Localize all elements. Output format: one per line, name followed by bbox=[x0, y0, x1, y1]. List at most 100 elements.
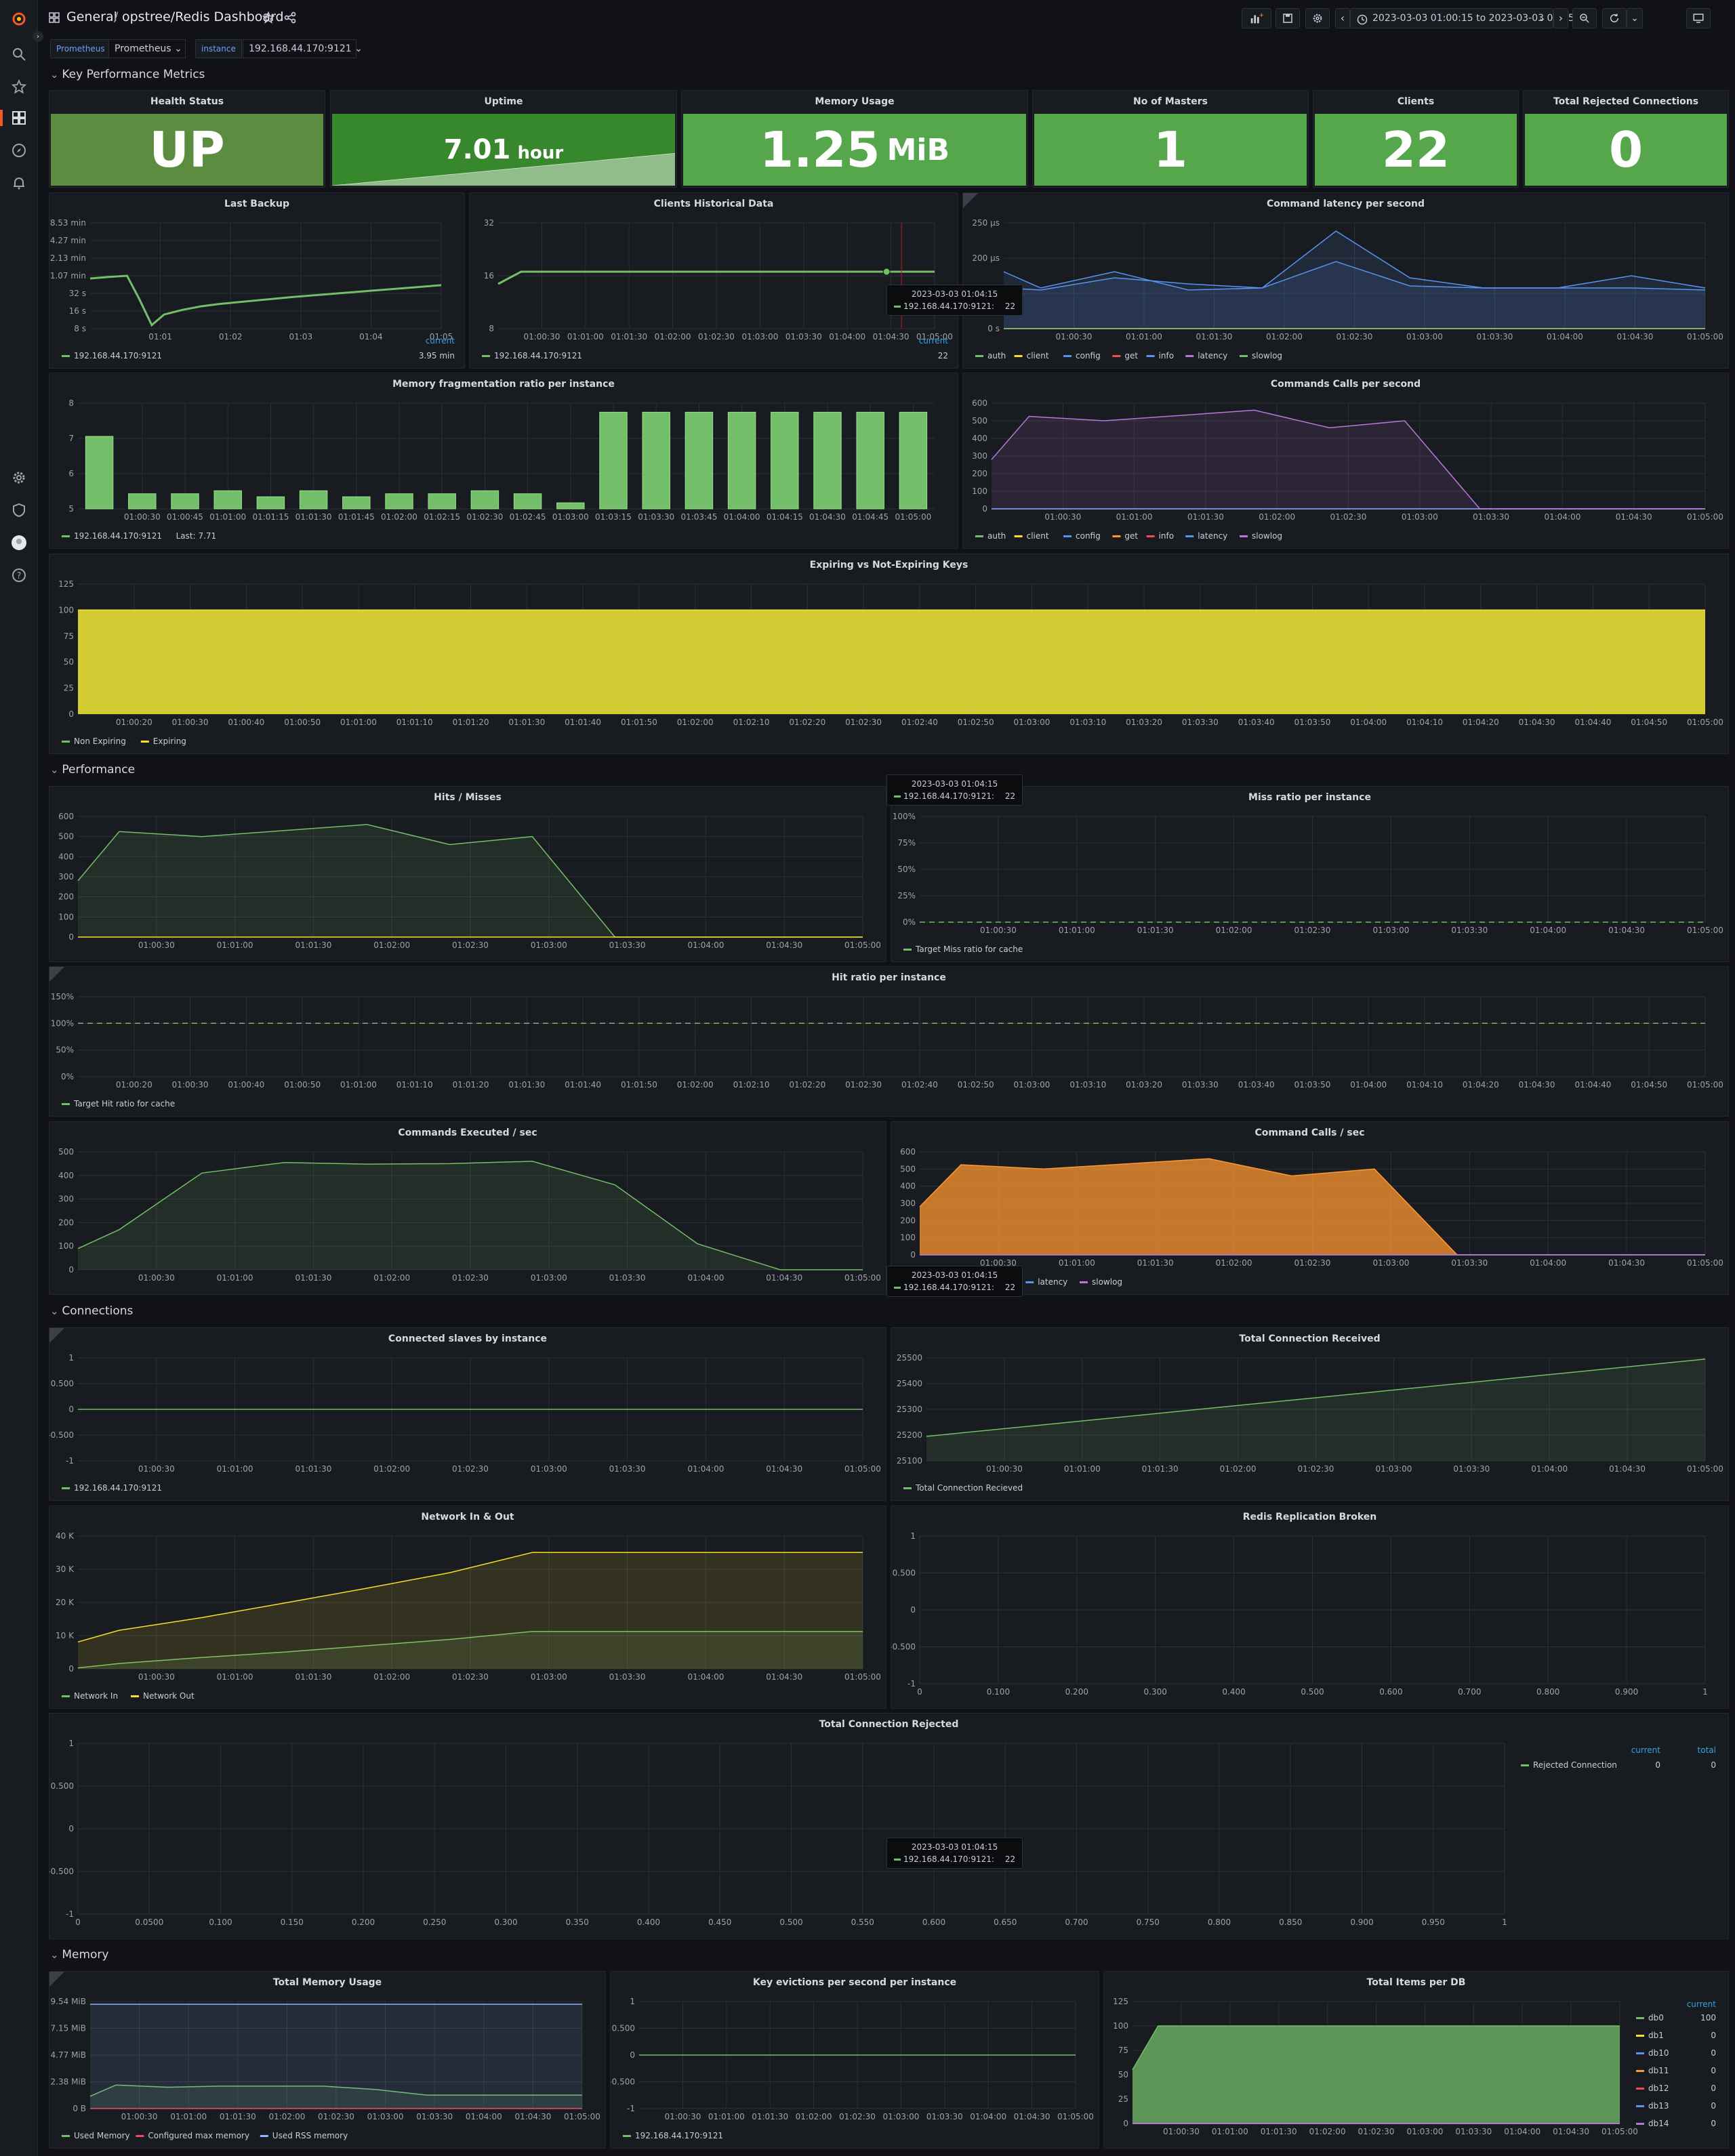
panel-miss-ratio[interactable]: Miss ratio per instance 0% 25% 50% 75% 100% 01… bbox=[891, 786, 1729, 962]
dashboard-title[interactable]: opstree/Redis Dashboard bbox=[122, 9, 284, 24]
panel-commands-calls-per-second[interactable]: Commands Calls per second 0 100 200 300 400 50… bbox=[962, 373, 1729, 549]
bar-01:04:30 bbox=[813, 411, 842, 510]
grafana-logo-icon[interactable] bbox=[11, 11, 27, 27]
panel-memory-fragmentation[interactable]: Memory fragmentation ratio per instance 5… bbox=[49, 373, 958, 549]
panel-total-connection-rejected[interactable]: Total Connection Rejected -1 -0.500 0 0.500 1… bbox=[49, 1713, 1729, 1939]
chart-svg: 0% 25% 50% 75% 100% 01:00:30 01:01:00 01:01:30 0… bbox=[893, 812, 1723, 954]
panel-clients-historical-data[interactable]: Clients Historical Data 8 16 32 01:00:30 01:0… bbox=[469, 192, 958, 369]
legend-swatch bbox=[1112, 535, 1121, 537]
tick-label: 600 bbox=[900, 1147, 916, 1157]
shield-icon[interactable] bbox=[11, 502, 27, 518]
panel-key-evictions[interactable]: Key evictions per second per instance -1-… bbox=[610, 1971, 1099, 2149]
configuration-icon[interactable] bbox=[11, 470, 27, 486]
starred-icon[interactable] bbox=[11, 79, 27, 95]
panel-total-items-per-db[interactable]: Total Items per DB 0 25 50 75 100 125 01:00:30 0… bbox=[1103, 1971, 1729, 2149]
panel-commands-executed[interactable]: Commands Executed / sec 0 100 200 300 400 500 0… bbox=[49, 1121, 886, 1295]
info-corner-icon[interactable] bbox=[49, 1972, 64, 1987]
explore-icon[interactable] bbox=[11, 142, 27, 159]
share-icon[interactable] bbox=[283, 11, 297, 24]
tick-label: 01:03:30 bbox=[609, 1273, 646, 1283]
tick-label: 01:03:50 bbox=[1294, 718, 1330, 727]
legend-label: Target Hit ratio for cache bbox=[73, 1099, 175, 1108]
monitor-icon bbox=[1693, 14, 1704, 23]
legend-header: total bbox=[1698, 1745, 1716, 1755]
panel-network-in-out[interactable]: Network In & Out 0 10 K 20 K 30 K 40 K 01:00:3… bbox=[49, 1506, 886, 1709]
time-range-label: 2023-03-03 01:00:15 to 2023-03-03 01:05:… bbox=[1372, 13, 1590, 24]
line-Network In bbox=[77, 1631, 863, 1669]
panel-total-memory-usage[interactable]: Total Memory Usage 0 B 2.38 MiB 4.77 MiB 7.1… bbox=[49, 1971, 606, 2149]
tv-mode-button[interactable] bbox=[1686, 8, 1711, 28]
panel-command-calls[interactable]: Command Calls / sec 0 100 200 300 400 500 600 01… bbox=[891, 1121, 1729, 1295]
time-forward-button[interactable]: › bbox=[1553, 8, 1568, 28]
zoom-out-button[interactable] bbox=[1572, 8, 1597, 28]
panel-total-connection-received[interactable]: Total Connection Received 25100 25200 25300… bbox=[891, 1327, 1729, 1501]
panel-replication-broken[interactable]: Redis Replication Broken -1 -0.500 0 0.500 1 0… bbox=[891, 1506, 1729, 1709]
tick-label: 01:02 bbox=[219, 332, 243, 341]
area-executed bbox=[78, 1161, 863, 1270]
search-icon[interactable] bbox=[11, 46, 27, 62]
panel-connected-slaves[interactable]: Connected slaves by instance -1 -0.500 0 0.5… bbox=[49, 1327, 886, 1501]
panel-hits-misses[interactable]: Hits / Misses 0 100 200 300 400 500 600 01:00:30… bbox=[49, 786, 886, 962]
bar-01:00:30 bbox=[128, 493, 157, 510]
panel-clients[interactable]: Clients 22 bbox=[1313, 90, 1519, 188]
dashboards-icon[interactable] bbox=[11, 110, 27, 126]
refresh-interval-button[interactable]: ⌄ bbox=[1627, 8, 1643, 28]
save-dashboard-button[interactable] bbox=[1275, 8, 1300, 28]
info-corner-icon[interactable] bbox=[963, 193, 978, 208]
breadcrumb-folder[interactable]: General bbox=[66, 9, 117, 24]
tick-label: 1 bbox=[910, 1531, 916, 1541]
variable-select-instance[interactable]: 192.168.44.170:9121 ⌄ bbox=[243, 39, 363, 58]
expand-sidebar-icon[interactable]: › bbox=[33, 31, 43, 42]
chevron-down-icon: ⌄ bbox=[354, 43, 363, 54]
bar-01:04:45 bbox=[856, 411, 884, 510]
tick-label: 01:00:30 bbox=[124, 512, 161, 522]
avatar[interactable] bbox=[11, 535, 27, 551]
tick-label: 0.400 bbox=[1222, 1687, 1245, 1697]
panel-expiring-keys[interactable]: Expiring vs Not-Expiring Keys 0 25 50 75 100 1… bbox=[49, 554, 1729, 754]
panel-total-rejected-connections[interactable]: Total Rejected Connections 0 bbox=[1523, 90, 1729, 188]
legend-swatch bbox=[1014, 535, 1023, 537]
stat-value: 0 bbox=[1608, 121, 1644, 178]
legend-swatch bbox=[975, 355, 983, 357]
row-connections[interactable]: Connections bbox=[50, 1304, 133, 1318]
refresh-button[interactable] bbox=[1602, 8, 1627, 28]
time-back-button[interactable]: ‹ bbox=[1335, 8, 1350, 28]
row-memory[interactable]: Memory bbox=[50, 1948, 108, 1962]
help-icon[interactable]: ? bbox=[11, 567, 27, 583]
alerting-icon[interactable] bbox=[11, 175, 27, 191]
legend-swatch bbox=[1240, 535, 1248, 537]
tick-label: 0.200 bbox=[352, 1917, 375, 1927]
tick-label: 01:01:15 bbox=[252, 512, 289, 522]
panel-memory-usage[interactable]: Memory Usage 1.25 MiB bbox=[681, 90, 1028, 188]
panel-hit-ratio[interactable]: Hit ratio per instance 0% 50% 100% 150% 01:00… bbox=[49, 966, 1729, 1117]
tick-label: 01:02:30 bbox=[839, 2112, 876, 2121]
panel-no-of-masters[interactable]: No of Masters 1 bbox=[1032, 90, 1309, 188]
time-picker-button[interactable]: 2023-03-03 01:00:15 to 2023-03-03 01:05:… bbox=[1350, 8, 1589, 28]
row-key-performance-metrics[interactable]: Key Performance Metrics bbox=[50, 68, 205, 81]
tick-label: 9.54 MiB bbox=[51, 1997, 86, 2006]
tick-label: 600 bbox=[58, 812, 74, 821]
legend-label: Non Expiring bbox=[74, 737, 126, 746]
tick-label: 01:03:00 bbox=[1372, 1258, 1409, 1268]
star-dashboard-icon[interactable] bbox=[262, 11, 275, 24]
tick-label: 0.150 bbox=[281, 1917, 304, 1927]
panel-title: Command latency per second bbox=[1266, 199, 1425, 209]
panel-health-status[interactable]: Health Status UP bbox=[49, 90, 325, 188]
info-corner-icon[interactable] bbox=[49, 967, 64, 982]
row-performance[interactable]: Performance bbox=[50, 763, 135, 776]
tick-label: 600 bbox=[972, 398, 987, 408]
legend-label: Used Memory bbox=[74, 2131, 130, 2140]
panel-uptime[interactable]: Uptime 7.01 hour bbox=[330, 90, 677, 188]
tick-label: 01:05:00 bbox=[1687, 718, 1723, 727]
add-panel-button[interactable]: + bbox=[1242, 8, 1271, 28]
tick-label: 4.77 MiB bbox=[51, 2050, 86, 2060]
tick-label: 01:03:00 bbox=[1014, 718, 1050, 727]
panel-last-backup[interactable]: Last Backup 8 s 16 s 32 s 1.07 min 2.13 min 4.… bbox=[49, 192, 465, 369]
tick-label: 01:03:00 bbox=[741, 332, 778, 341]
legend-label: latency bbox=[1198, 351, 1227, 360]
variable-select-datasource[interactable]: Prometheus ⌄ bbox=[108, 39, 186, 58]
variable-label-instance: instance bbox=[195, 39, 242, 58]
dashboard-settings-button[interactable] bbox=[1305, 8, 1330, 28]
info-corner-icon[interactable] bbox=[49, 1328, 64, 1343]
